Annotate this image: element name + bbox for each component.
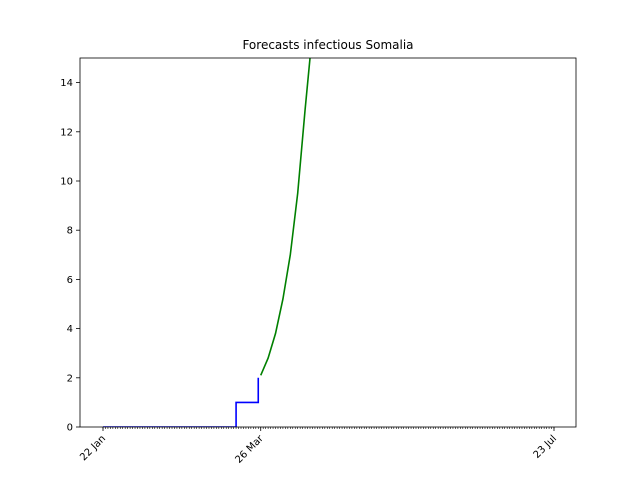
y-tick-label: 4 — [67, 324, 73, 335]
x-tick-label: 23 Jul — [532, 433, 560, 461]
x-tick-label: 22 Jan — [78, 433, 108, 463]
y-tick-label: 14 — [60, 78, 73, 89]
y-tick-label: 12 — [60, 127, 73, 138]
series-line-0 — [103, 377, 260, 427]
y-tick-label: 6 — [67, 275, 73, 286]
y-tick-label: 2 — [67, 373, 73, 384]
y-tick-label: 8 — [67, 226, 73, 237]
plot-frame — [79, 57, 577, 428]
plot-area: 22 Jan 26 Mar 23 Jul 0 2 4 6 8 10 12 14 — [60, 57, 577, 466]
chart-title: Forecasts infectious Somalia — [242, 38, 413, 52]
x-tick-label: 26 Mar — [233, 433, 266, 466]
y-tick-label: 0 — [67, 423, 73, 434]
series-line-1 — [259, 58, 311, 376]
y-tick-label: 10 — [60, 177, 73, 188]
